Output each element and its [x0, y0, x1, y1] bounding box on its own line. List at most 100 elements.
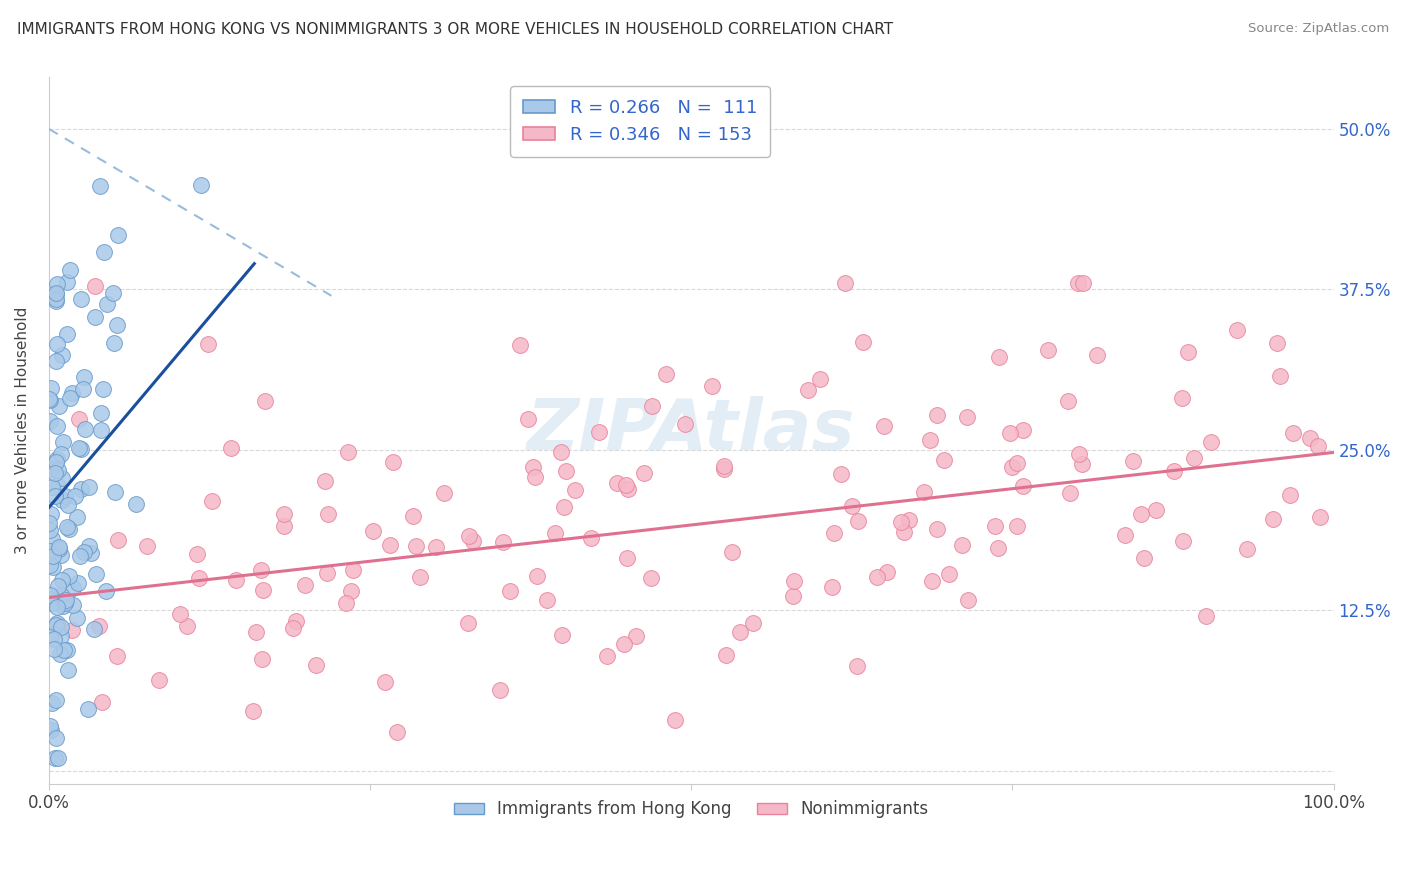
Point	[1177, 345, 1199, 359]
Point	[551, 628, 574, 642]
Point	[492, 535, 515, 549]
Point	[897, 513, 920, 527]
Point	[378, 538, 401, 552]
Point	[45, 693, 67, 707]
Point	[728, 624, 751, 639]
Point	[499, 584, 522, 599]
Point	[51, 548, 73, 562]
Legend: Immigrants from Hong Kong, Nonimmigrants: Immigrants from Hong Kong, Nonimmigrants	[447, 794, 935, 825]
Point	[46, 337, 69, 351]
Point	[45, 292, 67, 306]
Point	[51, 447, 73, 461]
Point	[52, 643, 75, 657]
Point	[197, 337, 219, 351]
Point	[252, 582, 274, 597]
Point	[52, 599, 75, 614]
Point	[44, 642, 66, 657]
Point	[664, 713, 686, 727]
Point	[544, 526, 567, 541]
Point	[742, 615, 765, 630]
Point	[51, 471, 73, 485]
Point	[536, 592, 558, 607]
Point	[46, 751, 69, 765]
Point	[70, 482, 93, 496]
Point	[148, 673, 170, 687]
Point	[107, 227, 129, 242]
Point	[433, 486, 456, 500]
Point	[808, 372, 831, 386]
Point	[39, 558, 62, 572]
Point	[201, 493, 224, 508]
Point	[1000, 459, 1022, 474]
Point	[187, 571, 209, 585]
Point	[44, 751, 66, 765]
Point	[1226, 323, 1249, 337]
Y-axis label: 3 or more Vehicles in Household: 3 or more Vehicles in Household	[15, 307, 30, 554]
Point	[45, 452, 67, 467]
Point	[1114, 528, 1136, 542]
Point	[41, 507, 63, 521]
Point	[45, 294, 67, 309]
Point	[59, 263, 82, 277]
Point	[41, 591, 63, 606]
Point	[73, 545, 96, 559]
Point	[673, 417, 696, 432]
Point	[65, 489, 87, 503]
Point	[225, 573, 247, 587]
Point	[873, 419, 896, 434]
Point	[1129, 507, 1152, 521]
Point	[72, 382, 94, 396]
Point	[45, 731, 67, 746]
Point	[38, 516, 60, 531]
Point	[516, 411, 538, 425]
Point	[1263, 512, 1285, 526]
Point	[1038, 343, 1060, 357]
Point	[39, 393, 62, 408]
Point	[66, 610, 89, 624]
Point	[136, 539, 159, 553]
Point	[405, 539, 427, 553]
Point	[553, 500, 575, 515]
Point	[1163, 464, 1185, 478]
Point	[41, 596, 63, 610]
Point	[59, 391, 82, 405]
Point	[79, 546, 101, 560]
Point	[337, 445, 360, 459]
Point	[522, 460, 544, 475]
Point	[830, 467, 852, 482]
Point	[45, 286, 67, 301]
Point	[42, 461, 65, 475]
Point	[39, 723, 62, 737]
Point	[41, 696, 63, 710]
Point	[48, 541, 70, 555]
Point	[39, 544, 62, 558]
Point	[579, 531, 602, 545]
Point	[103, 335, 125, 350]
Point	[252, 652, 274, 666]
Point	[38, 523, 60, 537]
Point	[1085, 348, 1108, 362]
Point	[315, 566, 337, 581]
Point	[83, 622, 105, 636]
Point	[83, 278, 105, 293]
Point	[55, 642, 77, 657]
Point	[606, 475, 628, 490]
Point	[45, 286, 67, 301]
Point	[624, 628, 647, 642]
Point	[77, 480, 100, 494]
Point	[783, 574, 806, 589]
Point	[294, 578, 316, 592]
Point	[105, 648, 128, 663]
Point	[93, 244, 115, 259]
Point	[524, 470, 547, 484]
Point	[56, 663, 79, 677]
Point	[105, 318, 128, 333]
Point	[96, 297, 118, 311]
Point	[458, 529, 481, 543]
Point	[38, 392, 60, 407]
Point	[49, 620, 72, 634]
Point	[335, 596, 357, 610]
Point	[42, 632, 65, 647]
Point	[45, 455, 67, 469]
Point	[46, 479, 69, 493]
